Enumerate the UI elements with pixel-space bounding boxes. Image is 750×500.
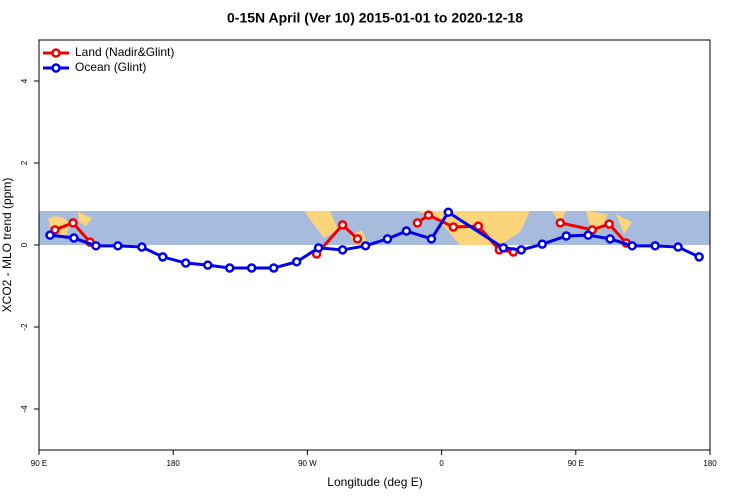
chart-title: 0-15N April (Ver 10) 2015-01-01 to 2020-… bbox=[227, 10, 523, 26]
data-point bbox=[694, 252, 704, 262]
data-point bbox=[516, 245, 526, 255]
data-point bbox=[473, 221, 484, 231]
legend-marker bbox=[51, 63, 61, 73]
x-tick-label: 90 W bbox=[298, 459, 317, 468]
data-point bbox=[68, 218, 78, 228]
data-point bbox=[583, 230, 593, 240]
data-point bbox=[673, 242, 683, 252]
data-point bbox=[113, 241, 123, 251]
data-point bbox=[224, 263, 235, 273]
data-point bbox=[448, 222, 459, 232]
data-point bbox=[423, 210, 434, 220]
data-point bbox=[555, 218, 566, 228]
data-point bbox=[91, 241, 101, 251]
data-point bbox=[426, 234, 437, 244]
data-point bbox=[203, 260, 213, 270]
legend-label: Ocean (Glint) bbox=[75, 60, 146, 74]
legend-marker bbox=[51, 48, 61, 58]
data-point bbox=[650, 241, 660, 251]
data-point bbox=[50, 225, 60, 235]
y-tick-label: 4 bbox=[20, 78, 29, 83]
data-point bbox=[158, 252, 168, 262]
data-point bbox=[69, 233, 79, 243]
data-point bbox=[627, 241, 637, 251]
data-point bbox=[498, 243, 509, 253]
x-tick-label: 0 bbox=[439, 459, 444, 468]
data-point bbox=[412, 218, 423, 228]
data-point bbox=[382, 234, 393, 244]
y-axis-label: XCO2 - MLO trend (ppm) bbox=[0, 178, 14, 313]
data-point bbox=[604, 219, 614, 229]
x-tick-label: 90 E bbox=[568, 459, 584, 468]
data-point bbox=[537, 239, 547, 249]
data-point bbox=[313, 243, 324, 253]
data-point bbox=[337, 220, 348, 230]
data-point bbox=[137, 242, 147, 252]
data-point bbox=[337, 245, 348, 255]
legend-label: Land (Nadir&Glint) bbox=[75, 45, 174, 59]
data-point bbox=[180, 258, 191, 268]
data-point bbox=[268, 263, 279, 273]
data-point bbox=[45, 230, 55, 240]
data-point bbox=[401, 226, 412, 236]
data-point bbox=[443, 207, 454, 217]
x-tick-label: 180 bbox=[167, 459, 181, 468]
data-point bbox=[360, 241, 371, 251]
data-point bbox=[561, 231, 572, 241]
x-tick-label: 90 E bbox=[31, 459, 47, 468]
data-point bbox=[605, 234, 615, 244]
x-tick-label: 180 bbox=[703, 459, 717, 468]
data-point bbox=[291, 257, 302, 267]
data-point bbox=[352, 234, 363, 244]
y-tick-label: 0 bbox=[20, 242, 29, 247]
y-tick-label: 2 bbox=[20, 160, 29, 165]
y-tick-label: -2 bbox=[20, 323, 29, 331]
y-tick-label: -4 bbox=[20, 405, 29, 413]
data-point bbox=[246, 263, 257, 273]
x-axis-label: Longitude (deg E) bbox=[327, 475, 422, 489]
